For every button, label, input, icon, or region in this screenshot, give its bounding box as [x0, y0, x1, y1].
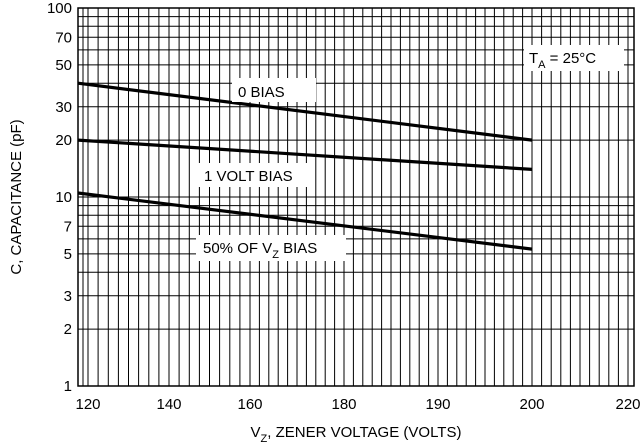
curve-50-vz-bias — [77, 191, 533, 251]
y-tick-label: 2 — [64, 321, 72, 338]
y-tick-label: 100 — [47, 0, 72, 17]
temp-main: T — [529, 50, 538, 67]
x-axis-title: VZ, ZENER VOLTAGE (VOLTS) — [251, 424, 462, 445]
x-tick-label: 180 — [331, 396, 356, 413]
temp-rest: = 25°C — [546, 50, 597, 67]
label-50-vz-bias: 50% OF VZ BIAS — [203, 240, 317, 261]
label-bg-1-volt-bias — [198, 163, 314, 187]
label-50-vz-sub: Z — [272, 249, 279, 261]
y-axis-title: C, CAPACITANCE (pF) — [8, 119, 25, 274]
y-tick-label: 50 — [55, 57, 72, 74]
x-axis-title-rest: , ZENER VOLTAGE (VOLTS) — [267, 424, 461, 441]
label-0-bias: 0 BIAS — [238, 84, 285, 101]
label-1-volt-bias: 1 VOLT BIAS — [204, 168, 293, 185]
label-bg-temperature — [524, 45, 624, 71]
x-tick-label: 190 — [425, 396, 450, 413]
y-tick-label: 3 — [64, 288, 72, 305]
curve-0-bias — [77, 81, 533, 142]
y-tick-label: 5 — [64, 246, 72, 263]
x-tick-label: 120 — [75, 396, 100, 413]
x-axis-title-sub: Z — [261, 433, 268, 445]
y-tick-label: 30 — [55, 99, 72, 116]
x-tick-label: 140 — [156, 396, 181, 413]
curve-labels: 0 BIAS 1 VOLT BIAS 50% OF VZ BIAS TA = 2… — [196, 45, 624, 261]
label-bg-0-bias — [232, 78, 316, 102]
x-tick-label: 160 — [237, 396, 262, 413]
x-tick-label: 200 — [519, 396, 544, 413]
y-tick-label: 20 — [55, 132, 72, 149]
y-tick-labels: 1 2 3 5 7 10 20 30 50 70 100 — [47, 0, 72, 395]
label-50-vz-rest: BIAS — [279, 240, 317, 257]
plot-frame — [77, 7, 635, 387]
temp-sub: A — [538, 59, 546, 71]
y-tick-label: 70 — [55, 29, 72, 46]
y-tick-label: 10 — [55, 189, 72, 206]
x-axis-title-main: V — [251, 424, 261, 441]
y-tick-label: 1 — [64, 378, 72, 395]
temperature-annotation: TA = 25°C — [529, 50, 596, 71]
x-tick-labels: 120 140 160 180 190 200 220 — [75, 396, 640, 413]
label-bg-50-vz-bias — [196, 235, 346, 261]
y-tick-label: 7 — [64, 218, 72, 235]
curves — [77, 81, 533, 251]
label-50-vz-main: 50% OF V — [203, 240, 272, 257]
x-tick-label: 220 — [615, 396, 640, 413]
curve-1-volt-bias — [77, 138, 533, 171]
